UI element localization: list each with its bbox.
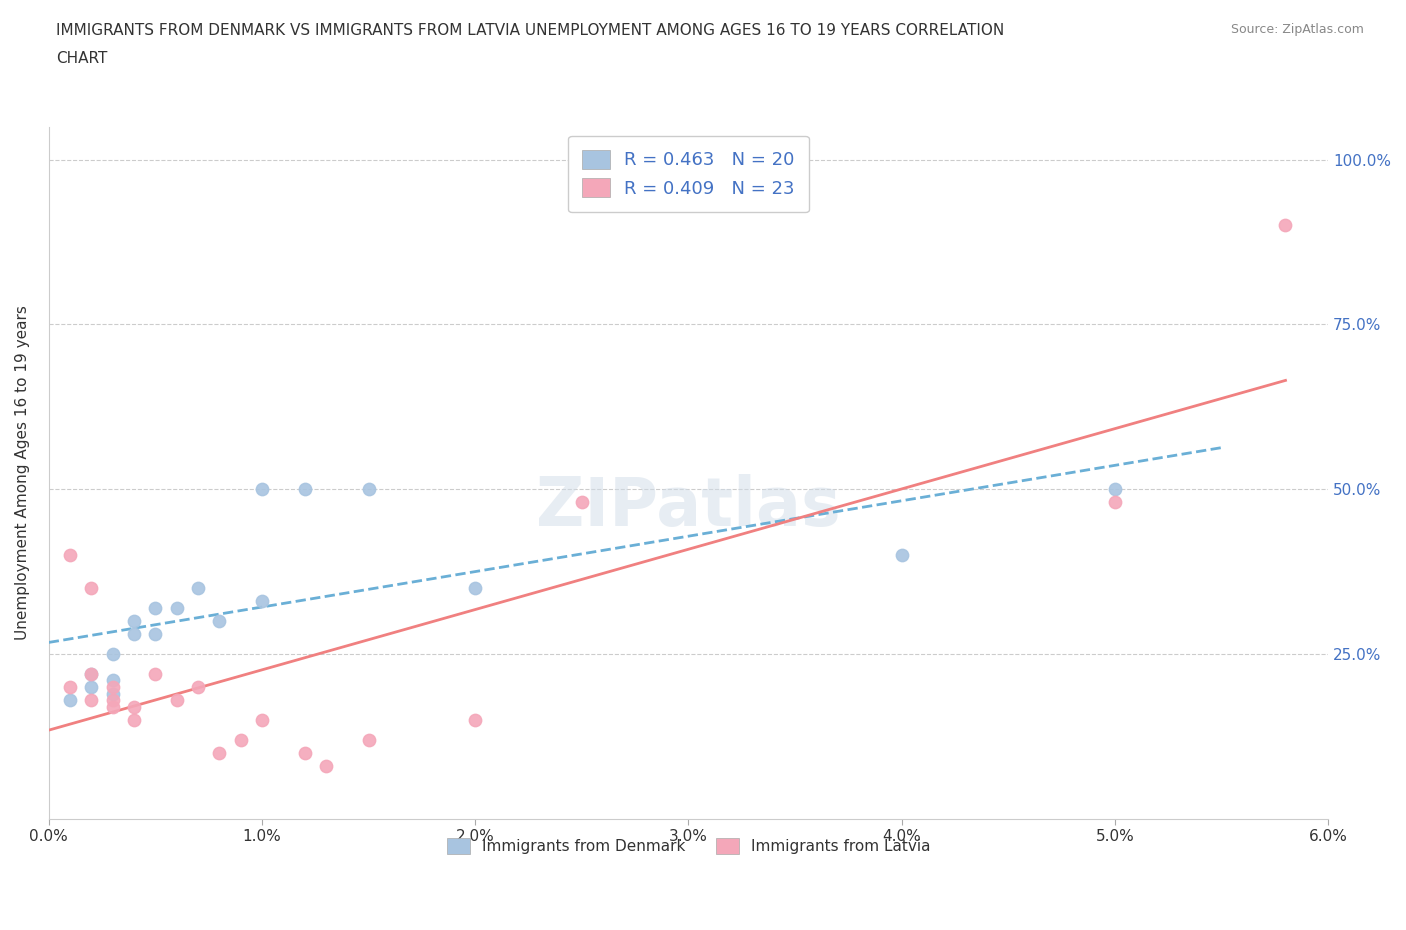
Point [229, 732, 252, 747]
Point [890, 548, 912, 563]
Text: IMMIGRANTS FROM DENMARK VS IMMIGRANTS FROM LATVIA UNEMPLOYMENT AMONG AGES 16 TO : IMMIGRANTS FROM DENMARK VS IMMIGRANTS FR… [56, 23, 1004, 38]
Point [208, 614, 231, 629]
Point [294, 746, 316, 761]
Point [122, 699, 145, 714]
Point [315, 759, 337, 774]
Point [187, 580, 209, 595]
Point [101, 673, 124, 688]
Point [166, 601, 188, 616]
Point [101, 699, 124, 714]
Point [101, 693, 124, 708]
Point [250, 482, 273, 497]
Text: CHART: CHART [56, 51, 108, 66]
Point [1104, 482, 1126, 497]
Point [166, 693, 188, 708]
Point [145, 627, 167, 642]
Point [250, 712, 273, 727]
Point [1104, 495, 1126, 510]
Point [122, 712, 145, 727]
Point [1274, 218, 1296, 232]
Text: ZIPatlas: ZIPatlas [536, 474, 841, 540]
Point [59, 548, 82, 563]
Point [122, 614, 145, 629]
Point [187, 680, 209, 695]
Point [59, 693, 82, 708]
Point [571, 495, 593, 510]
Point [122, 627, 145, 642]
Point [464, 712, 486, 727]
Point [145, 601, 167, 616]
Point [80, 693, 103, 708]
Point [101, 686, 124, 701]
Point [357, 482, 380, 497]
Legend: Immigrants from Denmark, Immigrants from Latvia: Immigrants from Denmark, Immigrants from… [434, 826, 942, 867]
Point [80, 680, 103, 695]
Point [80, 580, 103, 595]
Point [464, 580, 486, 595]
Point [101, 646, 124, 661]
Point [59, 680, 82, 695]
Point [357, 732, 380, 747]
Point [80, 667, 103, 682]
Point [80, 667, 103, 682]
Point [145, 667, 167, 682]
Point [250, 594, 273, 609]
Point [294, 482, 316, 497]
Point [101, 680, 124, 695]
Text: Source: ZipAtlas.com: Source: ZipAtlas.com [1230, 23, 1364, 36]
Point [208, 746, 231, 761]
Y-axis label: Unemployment Among Ages 16 to 19 years: Unemployment Among Ages 16 to 19 years [15, 305, 30, 640]
